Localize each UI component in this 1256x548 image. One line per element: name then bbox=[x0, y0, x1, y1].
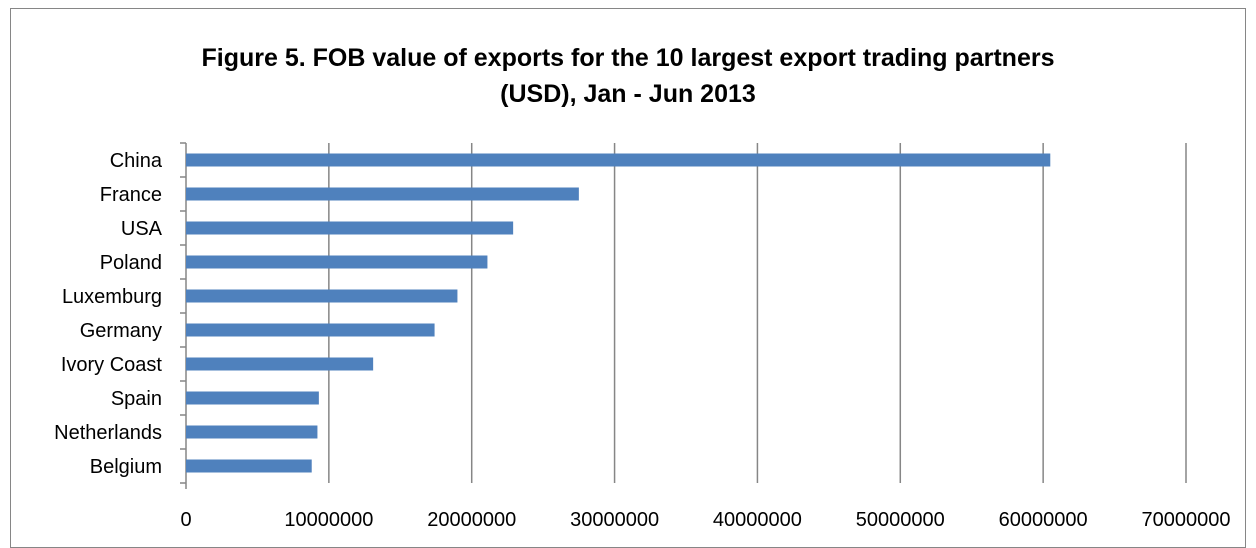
y-tick-label: Poland bbox=[100, 252, 162, 274]
x-tick-label: 60000000 bbox=[999, 509, 1088, 531]
x-tick-label: 0 bbox=[180, 509, 191, 531]
x-tick-label: 10000000 bbox=[284, 509, 373, 531]
chart-title-line-2: (USD), Jan - Jun 2013 bbox=[500, 80, 756, 108]
bar-france bbox=[186, 187, 579, 201]
y-tick-label: Ivory Coast bbox=[61, 354, 163, 376]
bar-ivory-coast bbox=[186, 357, 374, 371]
bar-usa bbox=[186, 221, 514, 235]
y-tick-label: China bbox=[110, 150, 163, 172]
bar-luxemburg bbox=[186, 289, 458, 303]
y-tick-label: Belgium bbox=[90, 456, 162, 478]
y-tick-label: USA bbox=[121, 218, 163, 240]
x-tick-label: 30000000 bbox=[570, 509, 659, 531]
x-tick-label: 70000000 bbox=[1142, 509, 1231, 531]
chart-frame bbox=[10, 8, 1246, 548]
bar-china bbox=[186, 153, 1051, 167]
bar-spain bbox=[186, 391, 319, 405]
y-tick-label: Netherlands bbox=[54, 422, 162, 444]
bar-belgium bbox=[186, 459, 312, 473]
x-tick-label: 40000000 bbox=[713, 509, 802, 531]
x-tick-label: 20000000 bbox=[427, 509, 516, 531]
bar-netherlands bbox=[186, 425, 318, 439]
chart-title-line-1: Figure 5. FOB value of exports for the 1… bbox=[201, 44, 1055, 72]
y-tick-label: Luxemburg bbox=[62, 286, 162, 308]
bar-poland bbox=[186, 255, 488, 269]
chart-title: Figure 5. FOB value of exports for the 1… bbox=[0, 40, 1256, 112]
y-tick-label: Germany bbox=[80, 320, 162, 342]
y-tick-label: Spain bbox=[111, 388, 162, 410]
y-tick-label: France bbox=[100, 184, 162, 206]
bar-germany bbox=[186, 323, 435, 337]
x-tick-label: 50000000 bbox=[856, 509, 945, 531]
